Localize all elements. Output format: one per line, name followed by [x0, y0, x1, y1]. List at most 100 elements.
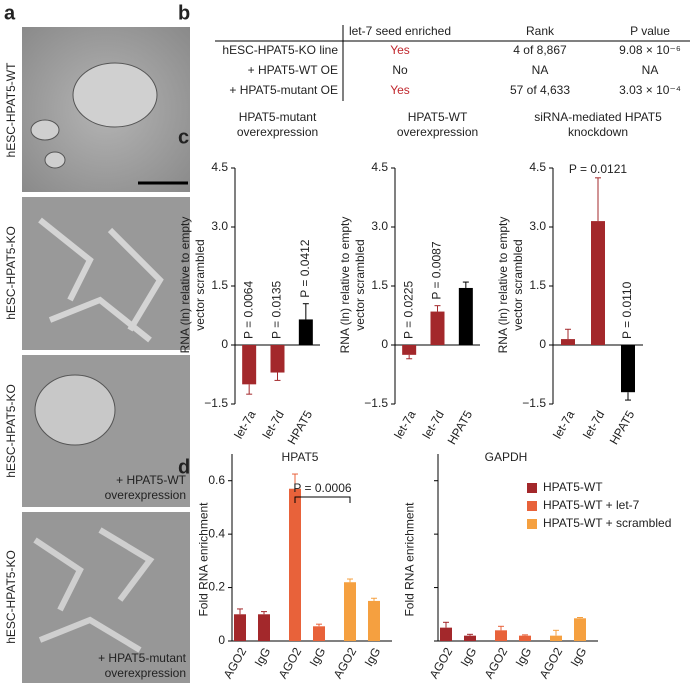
table-cell: 4 of 8,867 [513, 43, 567, 57]
x-tick-label: let-7a [231, 408, 258, 441]
chart-title: siRNA-mediated HPAT5 knockdown [534, 110, 662, 139]
x-tick-label: let-7a [391, 408, 418, 441]
micrograph [22, 27, 190, 192]
bar [464, 635, 476, 641]
y-tick-label: −1.5 [522, 396, 546, 410]
y-tick-label: 0.6 [208, 473, 225, 487]
p-value: P = 0.0135 [270, 281, 284, 339]
bar [313, 626, 325, 641]
table-cell: + HPAT5-mutant OE [229, 83, 338, 97]
y-tick-label: 3.0 [529, 219, 546, 233]
p-value: P = 0.0110 [620, 281, 634, 339]
y-tick-label: 3.0 [371, 219, 388, 233]
x-tick-label: IgG [307, 645, 329, 669]
panel-label: c [178, 126, 189, 148]
table-cell: Yes [390, 43, 410, 57]
micrograph [22, 197, 190, 350]
table-header: P value [630, 24, 670, 38]
y-axis-label: Fold RNA enrichment [402, 502, 417, 617]
bar [440, 627, 452, 641]
table-cell: + HPAT5-WT OE [248, 63, 338, 77]
chart-title: HPAT5 [282, 450, 319, 464]
y-tick-label: 0 [539, 337, 546, 351]
y-tick-label: 0.2 [208, 580, 225, 594]
x-tick-label: HPAT5 [285, 408, 316, 447]
p-value: P = 0.0064 [241, 281, 255, 339]
table-header: let-7 seed enriched [349, 24, 451, 38]
x-tick-label: IgG [568, 645, 590, 669]
image-label: hESC-HPAT5-KO [4, 384, 18, 478]
table-cell: NA [642, 63, 659, 77]
p-value: P = 0.0087 [430, 241, 444, 299]
x-tick-label: HPAT5 [445, 408, 476, 447]
legend-label: HPAT5-WT [543, 480, 603, 494]
y-tick-label: 1.5 [371, 278, 388, 292]
y-tick-label: 0.4 [208, 526, 225, 540]
legend-swatch [527, 519, 537, 529]
p-value: P = 0.0412 [298, 239, 312, 297]
x-tick-label: AGO2 [331, 645, 360, 681]
x-tick-label: AGO2 [427, 645, 456, 681]
table-cell: 57 of 4,633 [510, 83, 570, 97]
bar [561, 339, 575, 345]
bar [298, 319, 313, 345]
table-cell: Yes [390, 83, 410, 97]
table-cell: No [392, 63, 408, 77]
bar [495, 630, 507, 641]
bar [270, 345, 285, 373]
y-tick-label: 4.5 [371, 160, 388, 174]
bar [234, 614, 246, 641]
bar [368, 600, 380, 641]
bar [550, 635, 562, 641]
x-tick-label: AGO2 [276, 645, 305, 681]
bar [621, 345, 635, 393]
p-value: P = 0.0225 [401, 281, 415, 339]
panel-label: a [4, 2, 16, 24]
legend-label: HPAT5-WT + let-7 [543, 498, 640, 512]
bar [591, 221, 605, 345]
y-tick-label: 4.5 [211, 160, 228, 174]
table-cell: hESC-HPAT5-KO line [222, 43, 338, 57]
image-caption: + HPAT5-mutant overexpression [98, 651, 186, 680]
table-header: Rank [526, 24, 555, 38]
y-tick-label: 0 [381, 337, 388, 351]
y-axis-label: RNA (ln) relative to empty vector scramb… [178, 216, 207, 354]
bar [402, 345, 417, 355]
y-tick-label: −1.5 [204, 396, 228, 410]
chart-title: HPAT5-WT overexpression [396, 110, 479, 139]
bar [574, 618, 586, 641]
image-label: hESC-HPAT5-WT [4, 62, 18, 158]
chart-title: GAPDH [485, 450, 528, 464]
bar [458, 287, 473, 345]
significance-bracket [294, 496, 351, 503]
y-tick-label: 1.5 [211, 278, 228, 292]
y-tick-label: 0 [221, 337, 228, 351]
x-tick-label: AGO2 [537, 645, 566, 681]
image-label: hESC-HPAT5-KO [4, 226, 18, 320]
bar [258, 614, 270, 641]
legend-swatch [527, 501, 537, 511]
x-tick-label: let-7d [580, 408, 607, 441]
y-axis-label: RNA (ln) relative to empty vector scramb… [496, 216, 525, 354]
x-tick-label: HPAT5 [607, 408, 638, 447]
y-tick-label: 0 [218, 633, 225, 647]
bar [430, 311, 445, 345]
x-tick-label: AGO2 [482, 645, 511, 681]
micrograph [22, 512, 190, 683]
panel-label: b [178, 2, 190, 24]
x-tick-label: IgG [362, 645, 384, 669]
table-cell: 3.03 × 10⁻⁴ [619, 83, 681, 97]
y-tick-label: −1.5 [364, 396, 388, 410]
panel-label: d [178, 456, 190, 478]
p-value: P = 0.0121 [569, 162, 627, 176]
chart-title: HPAT5-mutant overexpression [236, 110, 319, 139]
x-tick-label: IgG [252, 645, 274, 669]
bar [344, 582, 356, 641]
x-tick-label: let-7d [420, 408, 447, 441]
p-value: P = 0.0006 [293, 481, 351, 495]
x-tick-label: let-7a [550, 408, 577, 441]
legend-swatch [527, 483, 537, 493]
x-tick-label: AGO2 [221, 645, 250, 681]
